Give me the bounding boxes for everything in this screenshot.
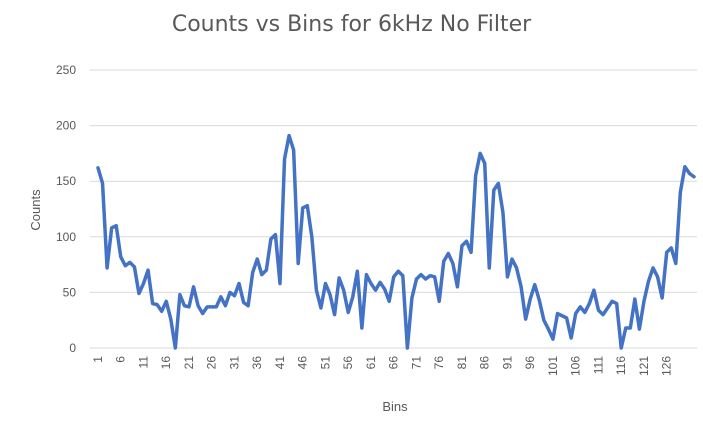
x-tick-label: 56	[341, 356, 355, 370]
y-tick-label: 50	[63, 285, 77, 299]
x-tick-label: 26	[205, 356, 219, 370]
gridlines	[90, 69, 697, 349]
x-tick-label: 6	[114, 356, 128, 363]
chart-title: Counts vs Bins for 6kHz No Filter	[171, 12, 532, 37]
x-tick-label: 101	[546, 356, 560, 376]
x-tick-label: 36	[250, 356, 264, 370]
x-tick-label: 46	[296, 356, 310, 370]
x-tick-label: 41	[273, 356, 287, 370]
x-tick-label: 91	[500, 356, 514, 370]
x-tick-label: 121	[637, 356, 651, 376]
y-axis-tick-labels: 0 50 100 150 200 250	[56, 63, 76, 355]
x-tick-label: 16	[159, 356, 173, 370]
x-tick-label: 111	[591, 356, 605, 375]
x-tick-label: 126	[660, 356, 674, 376]
x-tick-label: 31	[227, 356, 241, 370]
x-axis-label: Bins	[382, 399, 408, 414]
y-tick-label: 250	[56, 63, 76, 77]
x-tick-label: 96	[523, 356, 537, 370]
x-tick-label: 11	[136, 356, 150, 369]
x-tick-label: 51	[318, 356, 332, 370]
y-tick-label: 150	[56, 174, 76, 188]
x-tick-label: 71	[409, 356, 423, 370]
x-tick-label: 76	[432, 356, 446, 370]
y-tick-label: 100	[56, 230, 76, 244]
y-axis-label: Counts	[28, 189, 43, 231]
series-line	[96, 133, 696, 350]
y-tick-label: 0	[69, 341, 76, 355]
x-tick-label: 1	[91, 356, 105, 363]
x-tick-label: 21	[182, 356, 196, 370]
x-tick-label: 61	[364, 356, 378, 370]
x-tick-label: 81	[455, 356, 469, 370]
x-tick-label: 116	[614, 356, 628, 375]
x-tick-label: 86	[478, 356, 492, 370]
y-tick-label: 200	[56, 119, 76, 133]
x-tick-label: 106	[569, 356, 583, 376]
x-tick-label: 66	[387, 356, 401, 370]
x-axis-tick-labels: 1 6 11 16 21 26 31 36 41 46 51 56 61 66 71 76 81 86 91 96 10…	[91, 356, 674, 376]
